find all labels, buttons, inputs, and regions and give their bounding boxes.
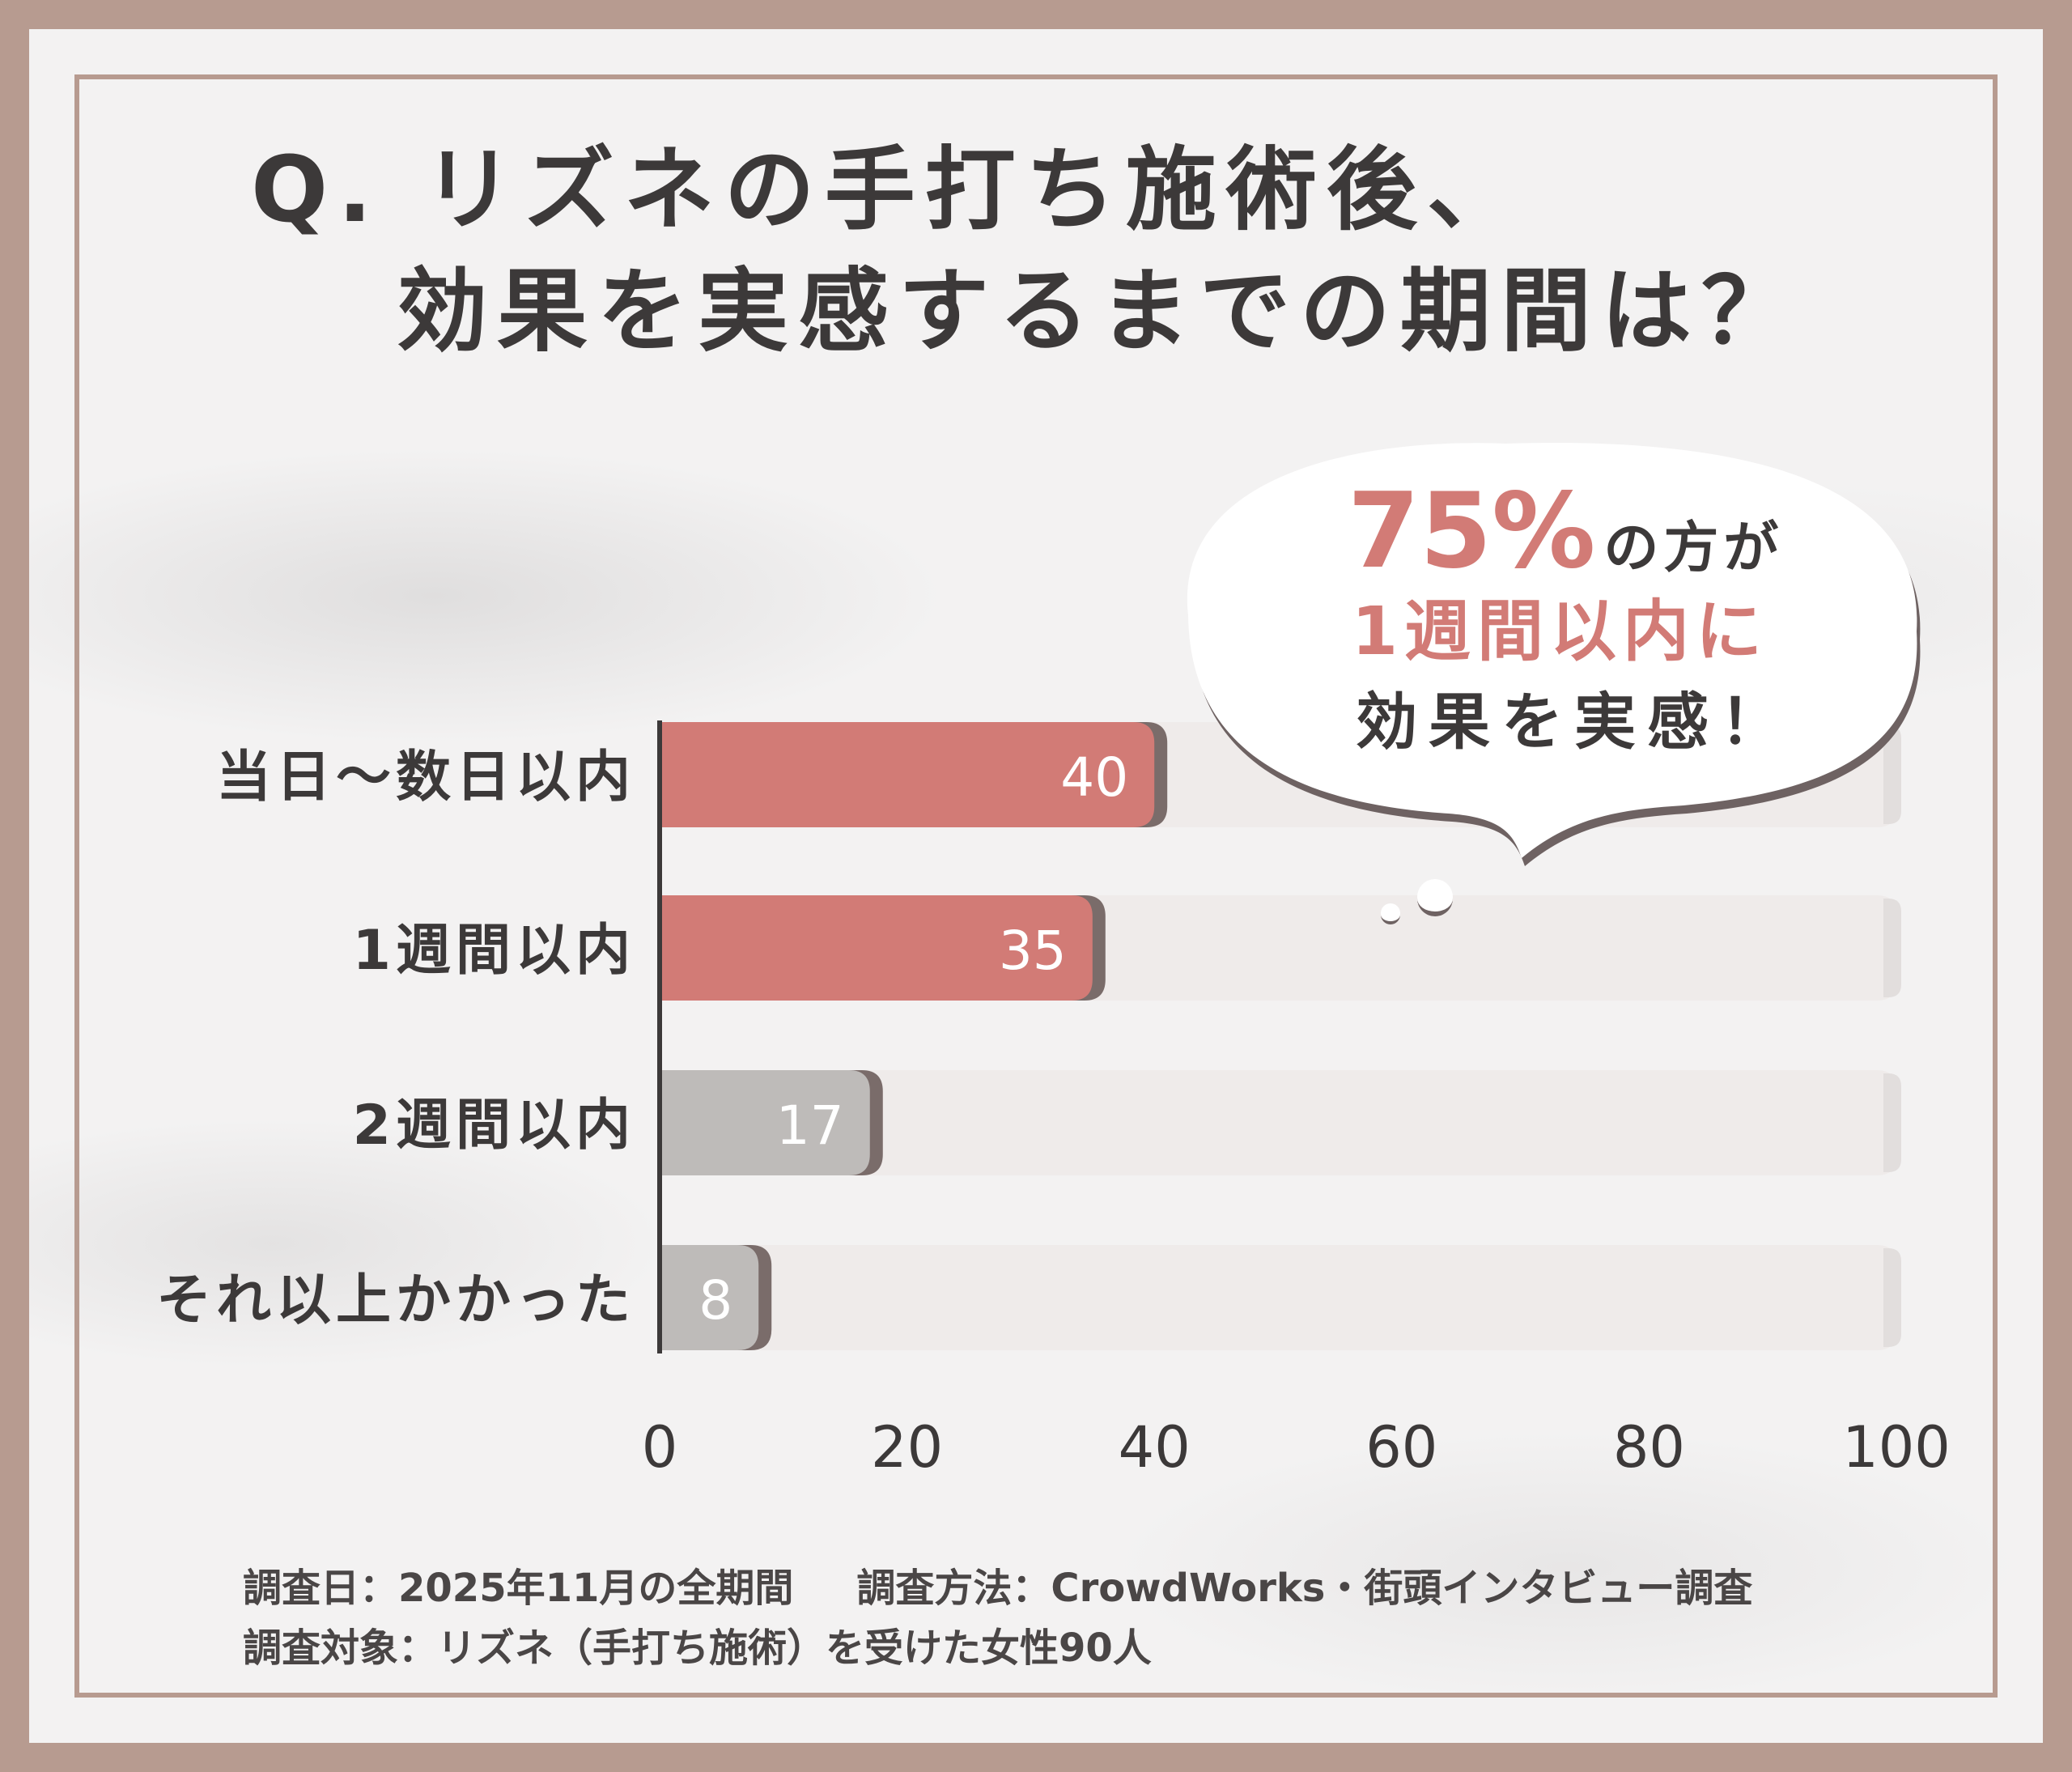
callout-line-1: 75% の方が — [1348, 471, 1783, 592]
survey-date: 調査日：2025年11月の全期間 — [243, 1566, 794, 1611]
bar — [660, 722, 1155, 827]
x-tick-label: 20 — [871, 1414, 943, 1481]
bar-track — [660, 1245, 1896, 1350]
callout-dot-large-shadow — [1417, 899, 1453, 916]
bar-track-edge — [1883, 725, 1901, 824]
bar-value-label: 8 — [698, 1269, 732, 1332]
bar-track — [660, 1070, 1896, 1175]
callout-dot-small-shadow — [1381, 915, 1400, 924]
bar — [660, 895, 1093, 1001]
bar-track-edge — [1883, 1248, 1901, 1347]
chart-card — [29, 29, 2043, 1743]
bar — [660, 1245, 759, 1350]
bar-value-label: 40 — [1060, 746, 1128, 809]
chart-title: Q. リズネの手打ち施術後、 効果を実感するまでの期間は？ — [251, 130, 1802, 372]
category-label: それ以上かかった — [156, 1268, 635, 1332]
bar-value-label: 17 — [776, 1094, 844, 1157]
callout-dot-large — [1417, 879, 1453, 915]
title-line-1: Q. リズネの手打ち施術後、 — [251, 138, 1527, 243]
bar-track-edge — [1883, 899, 1901, 997]
footer-row-2: 調査対象：リズネ（手打ち施術）を受けた女性90人 — [243, 1618, 1815, 1678]
x-tick-label: 0 — [642, 1414, 678, 1481]
category-label: 1週間以内 — [353, 919, 635, 983]
title-line-2: 効果を実感するまでの期間は？ — [397, 259, 1802, 364]
survey-method: 調査方法：CrowdWorks・街頭インタビュー調査 — [856, 1566, 1753, 1611]
x-tick-label: 80 — [1613, 1414, 1685, 1481]
bar-value-label: 35 — [999, 920, 1067, 982]
category-label: 当日～数日以内 — [216, 746, 635, 810]
callout-body — [1187, 443, 1917, 858]
callout-line-3: 効果を実感！ — [1356, 686, 1793, 758]
x-tick-label: 100 — [1842, 1414, 1951, 1481]
footer-row-1: 調査日：2025年11月の全期間 調査方法：CrowdWorks・街頭インタビュー… — [243, 1558, 1815, 1618]
inner-border — [74, 74, 1998, 1698]
callout-line-1-rest: の方が — [1603, 516, 1783, 580]
bar-track-edge — [1883, 1073, 1901, 1172]
bars: 40 35 17 8 — [660, 722, 1168, 1350]
survey-target: 調査対象：リズネ（手打ち施術）を受けた女性90人 — [243, 1625, 1152, 1671]
x-tick-label: 40 — [1119, 1414, 1191, 1481]
bar — [660, 1070, 870, 1175]
callout-line-2: 1週間以内に — [1352, 593, 1768, 670]
survey-footer: 調査日：2025年11月の全期間 調査方法：CrowdWorks・街頭インタビュー… — [243, 1558, 1815, 1678]
x-tick-label: 60 — [1365, 1414, 1437, 1481]
callout-highlight: 75% — [1348, 471, 1595, 592]
callout-dot-small — [1381, 903, 1400, 923]
category-label: 2週間以内 — [353, 1094, 635, 1158]
x-axis-ticks: 0 20 40 60 80 100 — [642, 1414, 1951, 1481]
callout-bubble: 75% の方が 1週間以内に 効果を実感！ — [1187, 443, 1921, 924]
